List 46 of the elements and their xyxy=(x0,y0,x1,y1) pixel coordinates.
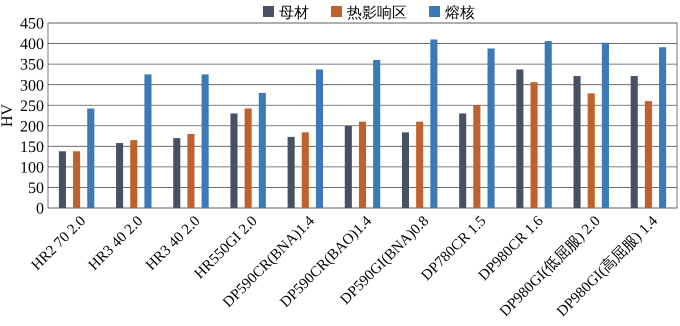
y-tick-label: 150 xyxy=(20,138,44,156)
bar xyxy=(588,93,595,208)
bar xyxy=(630,76,638,208)
y-tick-label: 50 xyxy=(28,180,44,198)
bar xyxy=(144,74,152,208)
bar xyxy=(230,113,238,208)
bar xyxy=(402,132,410,208)
bar xyxy=(244,108,252,208)
y-axis-title: HV xyxy=(0,104,16,128)
bar xyxy=(516,69,524,208)
y-tick-label: 200 xyxy=(20,118,44,136)
bar xyxy=(644,101,652,208)
bar xyxy=(202,74,209,208)
bar xyxy=(130,140,138,208)
bar xyxy=(87,108,94,208)
legend-label: 母材 xyxy=(279,3,309,22)
bar xyxy=(73,151,80,208)
bar xyxy=(344,126,352,208)
bar xyxy=(58,151,66,208)
y-tick-label: 300 xyxy=(20,77,44,94)
legend-label: 熔核 xyxy=(445,3,475,22)
y-tick-label: 100 xyxy=(20,159,44,176)
bar xyxy=(430,39,438,208)
bar xyxy=(530,82,538,208)
bar xyxy=(416,122,424,208)
bar xyxy=(459,113,466,208)
bar xyxy=(173,138,180,208)
bar xyxy=(258,92,266,208)
bar xyxy=(602,42,609,208)
bar xyxy=(288,136,295,208)
y-tick-label: 450 xyxy=(20,16,44,33)
y-tick-label: 250 xyxy=(20,98,44,115)
bar xyxy=(302,132,309,208)
y-tick-label: 350 xyxy=(20,56,44,74)
bar xyxy=(544,41,552,208)
bar xyxy=(116,143,124,208)
bar xyxy=(358,122,366,208)
y-tick-label: 400 xyxy=(20,36,44,54)
bar xyxy=(187,134,194,208)
bar xyxy=(316,69,324,208)
bar xyxy=(488,48,495,208)
legend-label: 热影响区 xyxy=(347,3,407,22)
bar xyxy=(473,105,480,208)
bar xyxy=(659,47,666,208)
bar xyxy=(574,76,581,208)
bar xyxy=(373,60,380,208)
